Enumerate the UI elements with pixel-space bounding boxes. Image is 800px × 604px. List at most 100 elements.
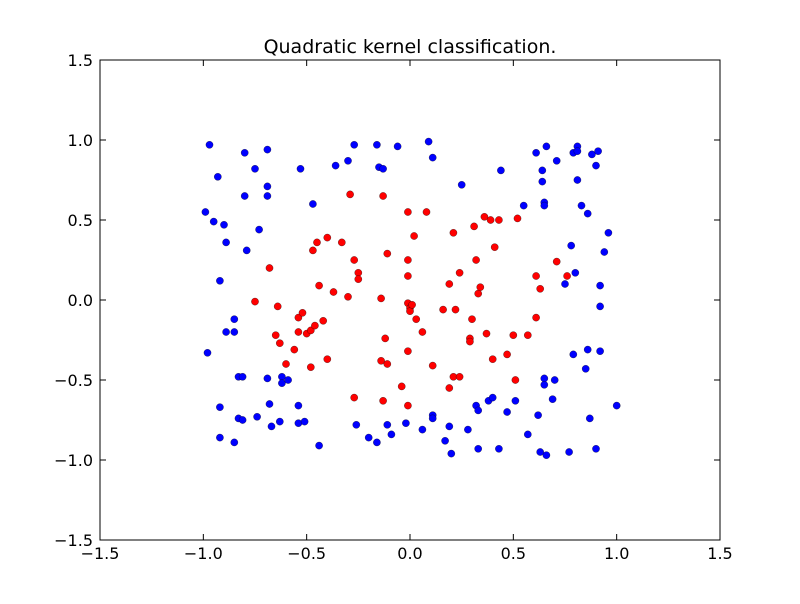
y-tick-label: −1.5 (54, 531, 93, 550)
data-point (594, 147, 602, 155)
data-point (379, 397, 387, 405)
x-axis: −1.5 −1.0 −0.5 0.0 0.5 1.0 1.5 (81, 60, 733, 563)
data-point (540, 374, 549, 383)
data-point (238, 416, 247, 424)
data-point (441, 437, 449, 445)
x-tick-label: −0.5 (287, 544, 326, 563)
data-points (201, 137, 621, 459)
data-point (307, 363, 315, 371)
data-point (524, 430, 532, 439)
data-point (596, 302, 604, 311)
data-point (573, 176, 582, 184)
data-point (377, 357, 385, 365)
data-point (238, 373, 247, 381)
data-point (251, 297, 259, 306)
data-point (298, 309, 307, 317)
y-tick-label: −0.5 (54, 371, 93, 390)
data-point (569, 350, 578, 359)
data-point (519, 201, 528, 210)
data-point (253, 413, 261, 421)
data-point (323, 233, 332, 242)
data-point (338, 238, 346, 247)
data-point (428, 414, 437, 423)
data-point (524, 331, 532, 339)
data-point (331, 161, 340, 170)
data-point (387, 430, 396, 439)
data-point (402, 419, 410, 427)
data-point (393, 142, 402, 151)
data-point (410, 232, 418, 240)
data-point (282, 360, 290, 368)
data-point (536, 285, 544, 293)
data-point (352, 421, 361, 429)
data-point (354, 269, 363, 277)
data-point (577, 201, 586, 210)
x-tick-label: 0.5 (501, 544, 526, 563)
data-point (377, 294, 385, 303)
data-point (513, 214, 522, 223)
data-point (503, 408, 511, 416)
data-point (404, 256, 412, 264)
data-point (265, 400, 274, 408)
data-point (495, 445, 503, 453)
data-point (567, 241, 575, 250)
data-point (383, 421, 392, 429)
data-point (604, 229, 613, 237)
chart-title: Quadratic kernel classification. (264, 36, 557, 58)
data-point (561, 280, 569, 288)
data-point (230, 315, 239, 323)
data-point (457, 181, 466, 189)
data-point (542, 451, 551, 459)
data-point (344, 157, 352, 165)
data-point (464, 425, 472, 434)
data-point (273, 302, 282, 311)
data-point (350, 256, 358, 264)
data-point (455, 373, 464, 381)
y-tick-label: 1.0 (68, 131, 93, 150)
data-point (300, 417, 309, 426)
data-point (222, 238, 230, 247)
data-point (476, 283, 485, 291)
y-tick-label: 0.5 (68, 211, 93, 230)
data-point (278, 379, 286, 387)
data-point (532, 272, 540, 280)
x-tick-label: 0.0 (397, 544, 422, 563)
data-point (536, 448, 544, 456)
data-point (315, 281, 323, 290)
data-point (242, 246, 251, 255)
data-point (350, 393, 358, 402)
y-tick-label: 1.5 (68, 51, 93, 70)
y-tick-label: 0.0 (68, 291, 93, 310)
data-point (379, 192, 387, 200)
data-point (294, 401, 303, 410)
data-point (573, 147, 582, 155)
data-point (344, 293, 352, 301)
data-point (216, 403, 224, 411)
data-point (449, 229, 458, 237)
data-point (428, 361, 437, 370)
data-point (581, 365, 590, 373)
data-point (284, 376, 292, 384)
data-point (290, 345, 299, 354)
x-tick-label: 1.5 (707, 544, 732, 563)
data-point (418, 425, 427, 434)
data-point (406, 307, 414, 315)
data-point (296, 165, 305, 173)
data-point (583, 209, 592, 218)
data-point (468, 315, 476, 323)
data-point (203, 349, 212, 357)
data-point (422, 208, 431, 216)
data-point (404, 272, 412, 280)
data-point (445, 280, 454, 288)
data-point (503, 350, 511, 359)
data-point (542, 142, 551, 151)
data-point (552, 257, 561, 266)
data-point (315, 441, 323, 450)
data-point (294, 328, 303, 336)
data-point (596, 347, 604, 355)
data-point (397, 382, 406, 391)
data-point (439, 305, 447, 314)
data-point (205, 141, 214, 149)
